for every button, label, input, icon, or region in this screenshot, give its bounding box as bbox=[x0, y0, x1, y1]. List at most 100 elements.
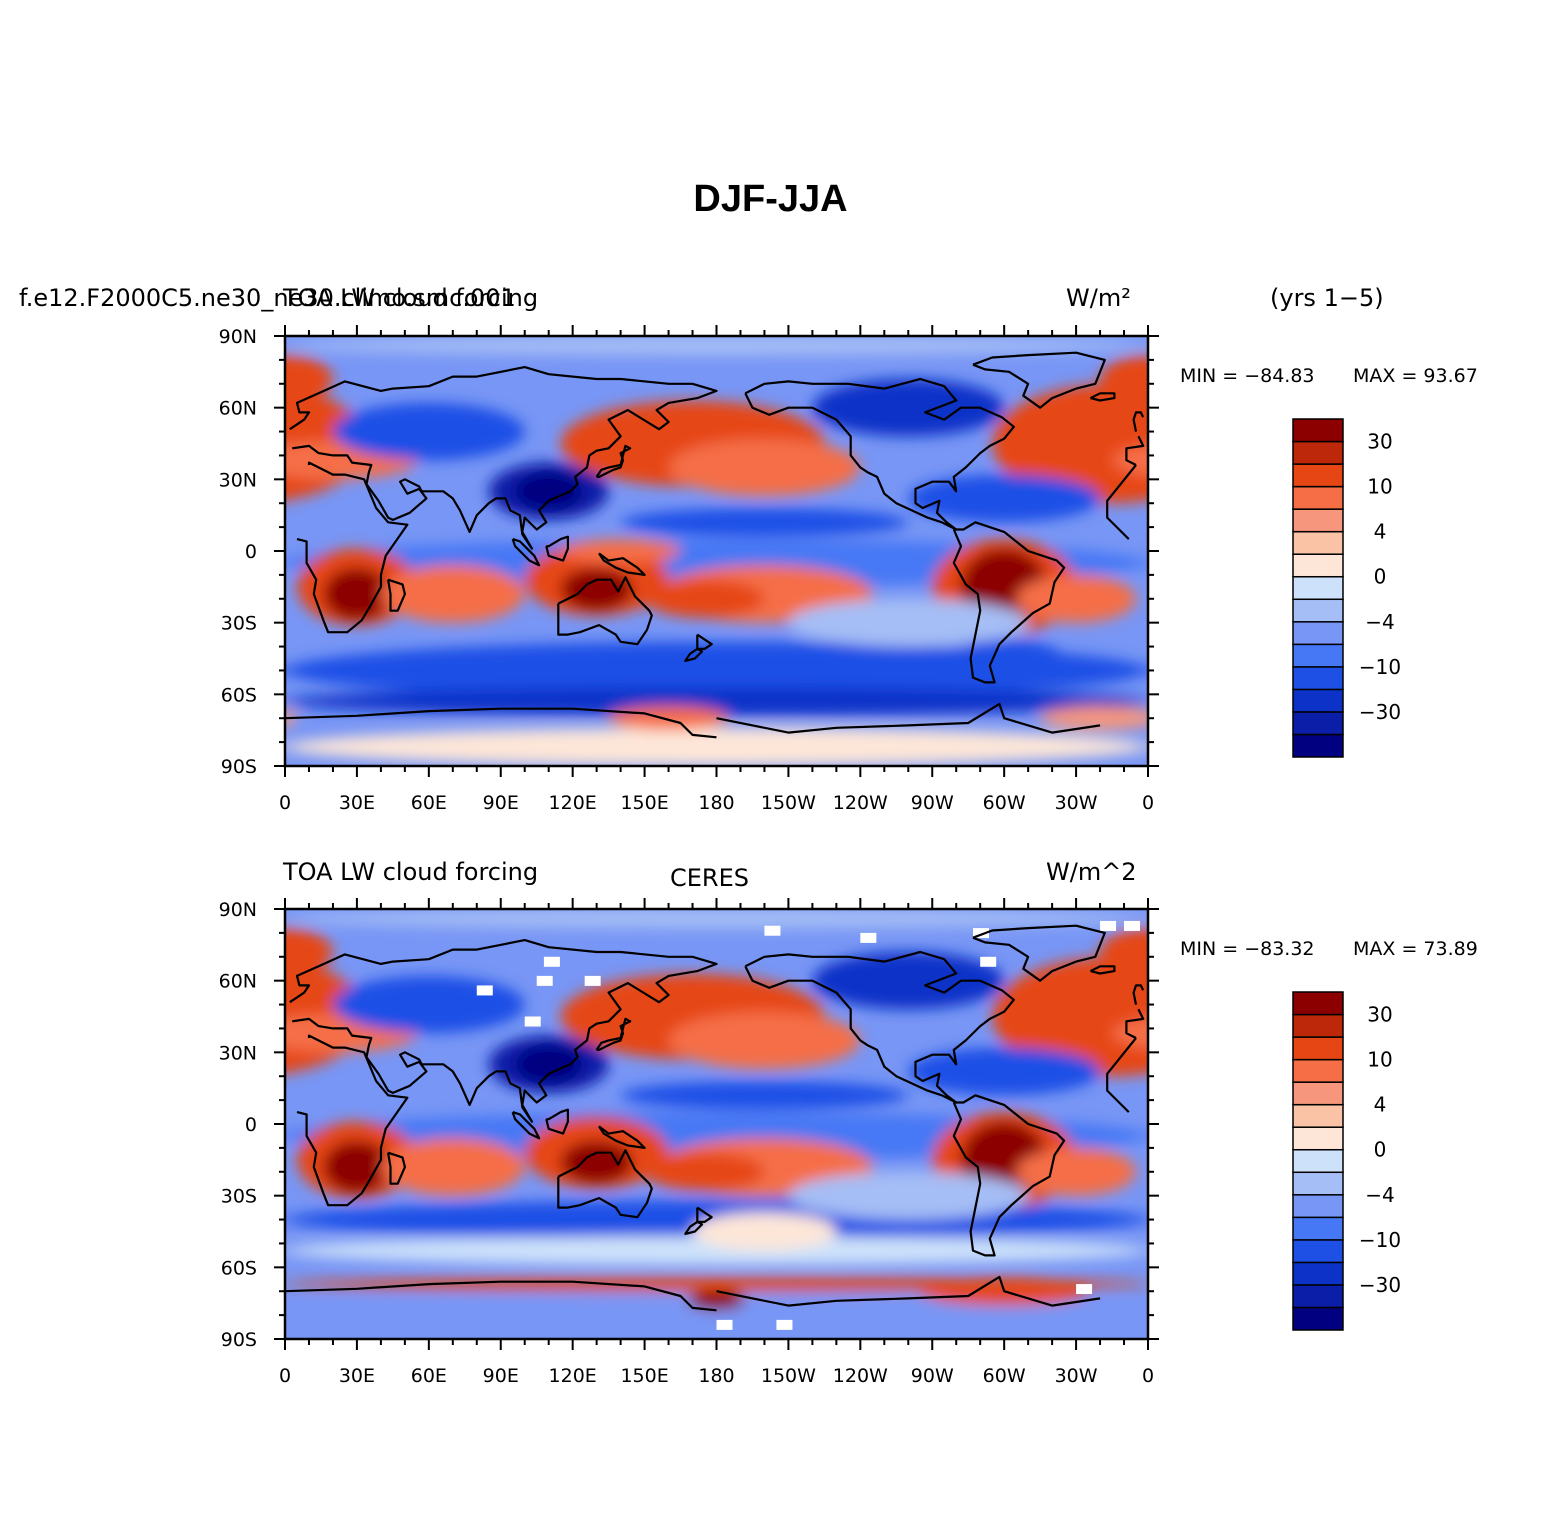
field-region bbox=[285, 336, 1148, 356]
panel-1-max-value: MAX = 93.67 bbox=[1353, 365, 1478, 387]
field-region bbox=[620, 507, 909, 537]
colorbar-box bbox=[1292, 621, 1344, 646]
coastline bbox=[387, 1151, 406, 1185]
colorbar-label: 30 bbox=[1367, 430, 1392, 454]
field-region bbox=[1424, 1141, 1496, 1184]
coastline bbox=[595, 1017, 632, 1051]
map-field bbox=[0, 336, 1541, 766]
y-tick-label: 30S bbox=[221, 1186, 257, 1208]
field-region bbox=[1148, 1112, 1541, 1160]
axes-ticks bbox=[274, 325, 1159, 777]
x-tick-label: 120E bbox=[549, 792, 597, 814]
missing-data-patch bbox=[1124, 920, 1141, 931]
x-tick-label: 120W bbox=[833, 792, 888, 814]
y-tick-label: 30N bbox=[219, 469, 257, 491]
missing-data-patch bbox=[584, 975, 601, 986]
field-region bbox=[1196, 403, 1388, 460]
field-region bbox=[98, 549, 184, 625]
coastline bbox=[684, 647, 704, 662]
x-tick-label: 150W bbox=[761, 792, 816, 814]
colorbar-label: 30 bbox=[1367, 1003, 1392, 1027]
x-tick-label: 150E bbox=[620, 792, 668, 814]
field-region bbox=[1100, 928, 1148, 976]
colorbar-box bbox=[1292, 1013, 1344, 1038]
x-tick-label: 180 bbox=[698, 792, 734, 814]
colorbar-label: −10 bbox=[1359, 655, 1401, 679]
colorbar-label: 10 bbox=[1367, 475, 1392, 499]
field-region bbox=[1016, 574, 1137, 623]
field-region bbox=[992, 383, 1148, 504]
coastline bbox=[289, 366, 1145, 550]
field-region bbox=[285, 641, 1148, 700]
field-region bbox=[1484, 1081, 1541, 1110]
field-region bbox=[1160, 549, 1280, 625]
colorbar-box bbox=[1292, 418, 1344, 443]
field-region bbox=[644, 579, 765, 618]
coastline bbox=[952, 521, 1066, 684]
field-region bbox=[69, 539, 213, 635]
field-region bbox=[1532, 439, 1541, 496]
field-region bbox=[1160, 1122, 1280, 1198]
y-tick-label: 60N bbox=[219, 971, 257, 993]
coastlines bbox=[285, 351, 1145, 739]
field-region bbox=[560, 1140, 633, 1184]
field-region bbox=[620, 1081, 909, 1110]
field-region bbox=[285, 727, 1148, 766]
field-region bbox=[1112, 1017, 1148, 1049]
y-tick-label: 60S bbox=[221, 684, 257, 706]
colorbar-box bbox=[1292, 440, 1344, 465]
field-region bbox=[1424, 401, 1541, 487]
colorbar-box bbox=[1292, 1171, 1344, 1196]
colorbar-box bbox=[1292, 530, 1344, 555]
x-tick-label: 120E bbox=[549, 1365, 597, 1387]
field-region bbox=[560, 539, 681, 563]
field-region bbox=[1424, 568, 1496, 611]
colorbar-box bbox=[1292, 991, 1344, 1016]
y-tick-label: 90S bbox=[221, 1329, 257, 1351]
colorbar: 30 10 4 0 −4 −10 −30 bbox=[1292, 418, 1401, 758]
coastline bbox=[972, 924, 1106, 982]
panel-1-variable-label: TOA LW cloud forcing bbox=[283, 284, 539, 312]
coastline bbox=[684, 1220, 704, 1235]
colorbar-box bbox=[1292, 1284, 1344, 1309]
field-region bbox=[1100, 355, 1148, 403]
coastline bbox=[557, 1149, 653, 1219]
field-region bbox=[81, 639, 201, 677]
coastline bbox=[387, 578, 406, 612]
field-region bbox=[1148, 642, 1541, 699]
field-region bbox=[0, 379, 141, 436]
field-region bbox=[788, 598, 1029, 647]
colorbar-box bbox=[1292, 1239, 1344, 1264]
panel-2-map: 0 30E 60E 90E 120E 150E 180 150W 120W 90W 60W 30W 09… bbox=[0, 898, 1541, 1387]
field-region bbox=[992, 956, 1148, 1077]
field-region bbox=[45, 475, 237, 523]
panel-2-min-value: MIN = −83.32 bbox=[1180, 938, 1315, 960]
colorbar-box bbox=[1292, 553, 1344, 578]
field-region bbox=[1148, 1296, 1541, 1334]
x-tick-label: 0 bbox=[1142, 792, 1154, 814]
colorbar-box bbox=[1292, 1058, 1344, 1083]
field-region bbox=[45, 1048, 237, 1096]
coastline bbox=[1090, 965, 1116, 975]
x-tick-label: 60W bbox=[983, 792, 1026, 814]
field-region bbox=[0, 1172, 165, 1220]
coastline bbox=[557, 576, 653, 646]
field-region bbox=[0, 508, 45, 537]
field-region bbox=[1532, 1012, 1541, 1069]
field-contours bbox=[0, 909, 1541, 1335]
field-region bbox=[812, 379, 1005, 437]
coastline bbox=[545, 1108, 569, 1135]
coastline bbox=[972, 351, 1106, 409]
coastline bbox=[511, 538, 541, 567]
field-region bbox=[285, 1236, 1148, 1265]
y-tick-label: 90N bbox=[219, 326, 257, 348]
colorbar-box bbox=[1292, 643, 1344, 668]
colorbar-box bbox=[1292, 1081, 1344, 1106]
x-tick-label: 60E bbox=[411, 1365, 447, 1387]
x-tick-label: 30W bbox=[1055, 1365, 1098, 1387]
colorbar-label: −4 bbox=[1365, 1183, 1394, 1207]
field-region bbox=[332, 402, 525, 461]
field-region bbox=[1520, 1138, 1541, 1195]
field-region bbox=[1186, 1141, 1253, 1194]
colorbar-label: 4 bbox=[1374, 1093, 1387, 1117]
